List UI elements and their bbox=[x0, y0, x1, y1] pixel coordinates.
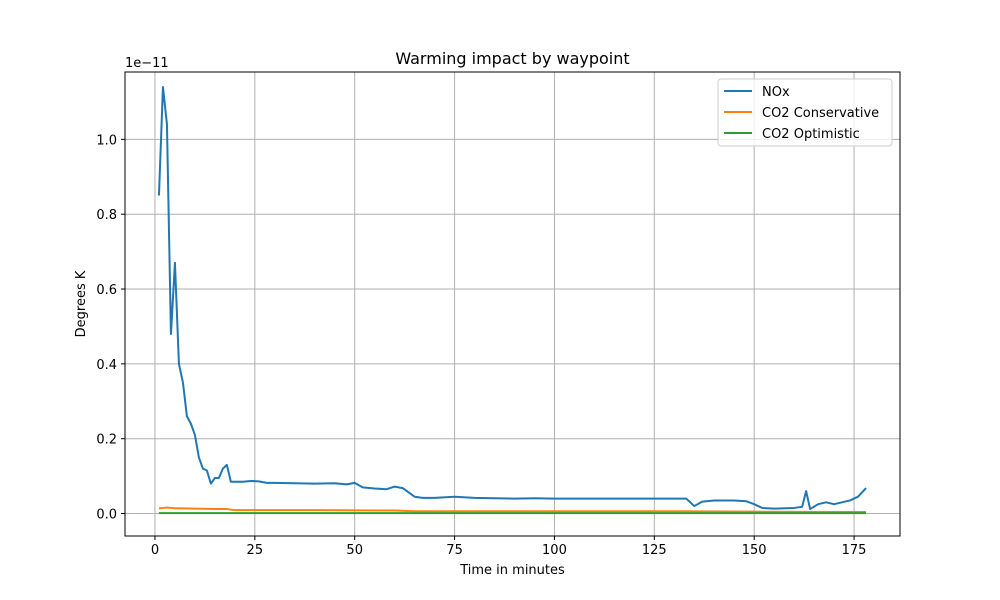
series-line-co2-conservative bbox=[158, 506, 867, 514]
legend-label-nox: NOx bbox=[762, 85, 790, 100]
x-tick-label: 150 bbox=[742, 543, 767, 558]
x-axis-label: Time in minutes bbox=[459, 563, 565, 578]
x-tick-label: 125 bbox=[642, 543, 667, 558]
y-axis-offset-text: 1e−11 bbox=[125, 56, 169, 71]
y-tick-label: 0.4 bbox=[96, 358, 117, 373]
x-tick-label: 0 bbox=[151, 543, 159, 558]
legend-box bbox=[717, 78, 893, 147]
chart-title: Warming impact by waypoint bbox=[395, 49, 629, 68]
series-layer bbox=[157, 85, 867, 515]
legend-label-co2-optimistic: CO2 Optimistic bbox=[762, 127, 860, 142]
y-tick-label: 1.0 bbox=[96, 133, 117, 148]
y-tick-label: 0.2 bbox=[96, 433, 117, 448]
x-tick-label: 100 bbox=[542, 543, 567, 558]
y-tick-label: 0.8 bbox=[96, 208, 117, 223]
legend-label-co2-conservative: CO2 Conservative bbox=[762, 106, 879, 121]
legend: NOx CO2 Conservative CO2 Optimistic bbox=[717, 78, 893, 147]
x-tick-label: 25 bbox=[247, 543, 264, 558]
y-tick-label: 0.0 bbox=[96, 508, 117, 523]
x-tick-label: 75 bbox=[446, 543, 463, 558]
x-axis-ticks: 0 25 50 75 100 125 150 175 bbox=[151, 536, 867, 558]
x-tick-label: 50 bbox=[346, 543, 363, 558]
series-line-nox bbox=[157, 85, 867, 511]
plot-frame bbox=[124, 71, 901, 537]
y-tick-label: 0.6 bbox=[96, 283, 117, 298]
x-tick-label: 175 bbox=[842, 543, 867, 558]
y-axis-label: Degrees K bbox=[74, 270, 89, 337]
y-axis-ticks: 0.0 0.2 0.4 0.6 0.8 1.0 bbox=[96, 133, 125, 523]
